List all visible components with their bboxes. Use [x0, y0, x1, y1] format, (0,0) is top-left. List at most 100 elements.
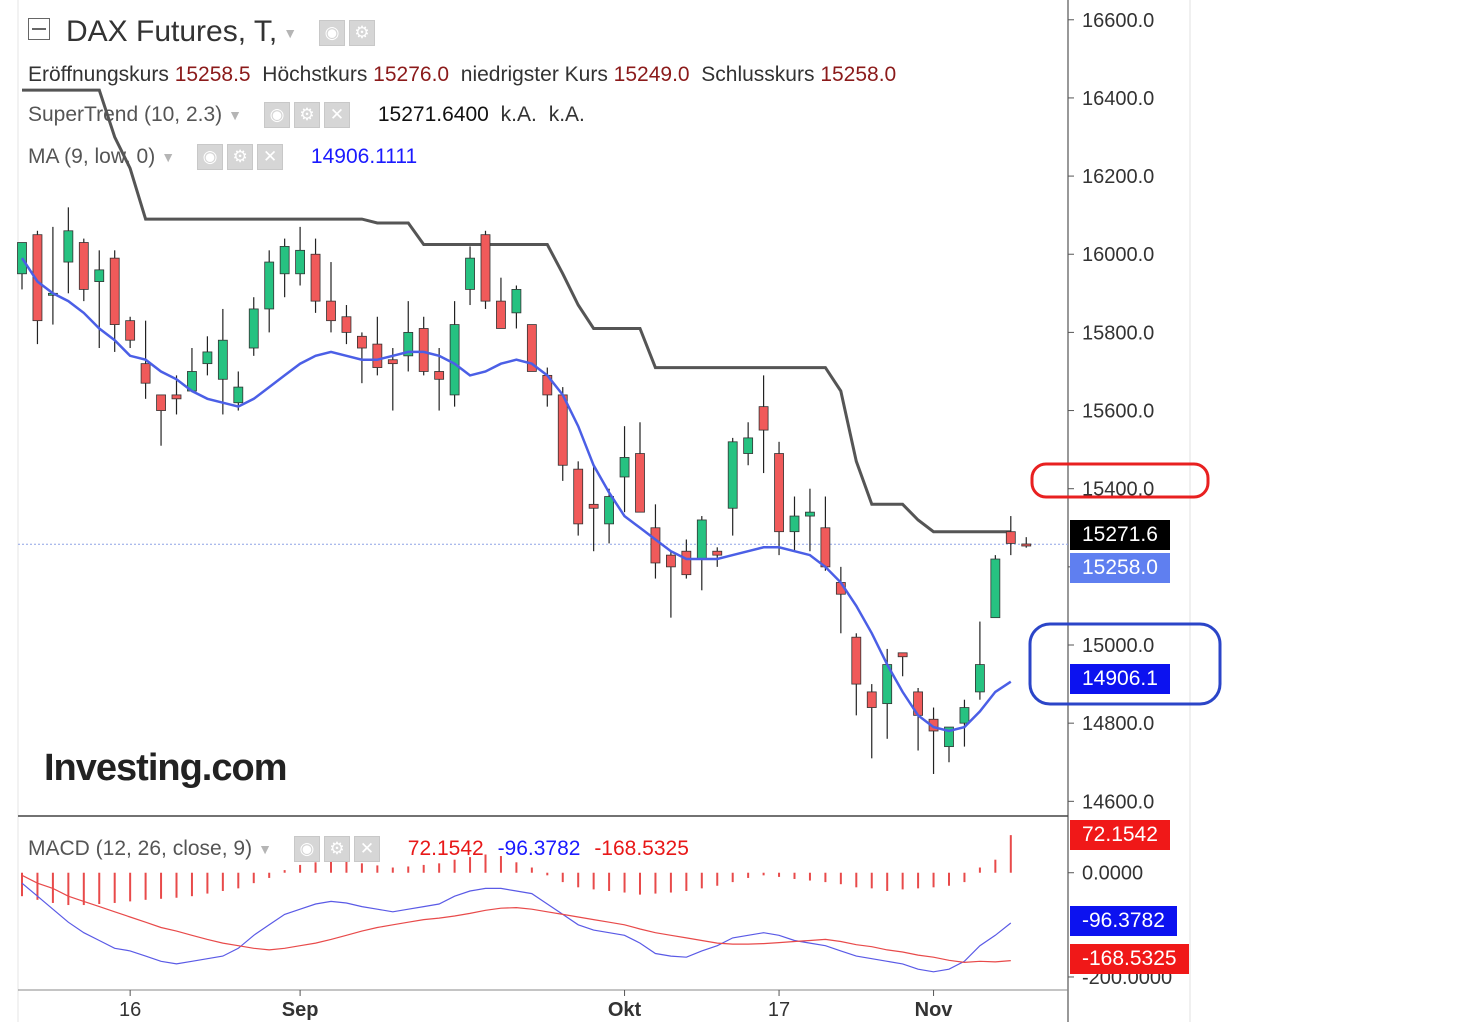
candle-body	[94, 269, 105, 282]
close-value: 15258.0	[820, 63, 897, 86]
candle	[217, 308, 228, 415]
candle	[496, 277, 506, 329]
gear-icon[interactable]: ⚙	[227, 144, 254, 171]
candle	[1005, 516, 1016, 556]
close-icon[interactable]: ✕	[353, 836, 380, 863]
candle-body	[295, 249, 306, 275]
candle	[774, 441, 784, 556]
candle-body	[666, 554, 676, 568]
gear-icon[interactable]: ⚙	[323, 836, 350, 863]
candle	[666, 551, 676, 618]
candle	[820, 496, 831, 571]
candle	[511, 285, 522, 329]
gear-icon[interactable]: ⚙	[349, 20, 376, 47]
supertrend-extra-1: k.A.	[500, 103, 537, 126]
eye-icon[interactable]: ◉	[293, 836, 320, 863]
candle-body	[63, 230, 74, 263]
x-tick-label: 16	[119, 999, 141, 1021]
supertrend-value: 15271.6400	[377, 103, 489, 126]
candle-body	[32, 234, 43, 322]
macd-hist-value: 72.1542	[407, 837, 484, 860]
macd-hist-tag: 72.1542	[1070, 820, 1170, 850]
eye-icon[interactable]: ◉	[197, 144, 224, 171]
low-value: 15249.0	[613, 63, 690, 86]
gear-icon[interactable]: ⚙	[294, 102, 321, 129]
candle-body	[279, 246, 290, 275]
candle	[851, 633, 862, 716]
candle-body	[326, 300, 336, 322]
candle	[264, 250, 275, 333]
candle-body	[1021, 543, 1032, 547]
collapse-icon[interactable]	[28, 18, 50, 40]
candle-body	[990, 558, 1001, 619]
candle	[650, 504, 661, 579]
supertrend-legend: SuperTrend (10, 2.3) ▼ ◉ ⚙ ✕ 15271.6400 k.A.…	[28, 102, 585, 129]
close-icon[interactable]: ✕	[257, 144, 284, 171]
candle	[341, 305, 352, 345]
candle-body	[434, 371, 445, 380]
candle-body	[944, 726, 954, 748]
candle	[959, 699, 970, 747]
candle	[805, 488, 815, 552]
candle	[78, 238, 89, 302]
supertrend-extra-2: k.A.	[548, 103, 585, 126]
x-tick-label: Okt	[608, 999, 642, 1021]
price-pane	[17, 88, 1068, 774]
candle-body	[897, 652, 908, 658]
candle-body	[217, 339, 228, 380]
candle	[1021, 537, 1032, 548]
chevron-down-icon[interactable]: ▼	[258, 841, 272, 858]
candle	[156, 394, 166, 446]
last-price-tag: 15258.0	[1070, 553, 1170, 583]
chevron-down-icon[interactable]: ▼	[228, 107, 243, 124]
supertrend-label: SuperTrend (10, 2.3)	[28, 103, 223, 126]
candle	[975, 621, 985, 700]
candle-body	[418, 328, 429, 372]
x-tick-label: Nov	[915, 999, 954, 1021]
candle	[835, 566, 846, 634]
chevron-down-icon[interactable]: ▼	[283, 25, 298, 42]
supertrend-price-tag: 15271.6	[1070, 520, 1170, 550]
eye-icon[interactable]: ◉	[264, 102, 291, 129]
candle-body	[233, 386, 244, 404]
candle	[928, 707, 939, 774]
low-label: niedrigster Kurs	[460, 63, 608, 86]
candle-body	[975, 664, 985, 693]
candle	[17, 242, 27, 290]
ma-price-tag: 14906.1	[1070, 664, 1170, 694]
candle-body	[480, 234, 491, 302]
ma-line	[20, 257, 1012, 733]
x-tick-label: Sep	[282, 999, 319, 1021]
candle-body	[743, 437, 754, 454]
macd-legend: MACD (12, 26, close, 9) ▼ ◉ ⚙ ✕ 72.1542 -96.…	[28, 836, 689, 863]
y-tick-label: 15600.0	[1082, 401, 1154, 423]
candle	[48, 226, 58, 325]
candle-body	[341, 316, 352, 333]
candle	[449, 301, 460, 407]
candle	[109, 250, 120, 352]
y-tick-label: 15000.0	[1082, 635, 1154, 657]
y-tick-label: 15400.0	[1082, 479, 1154, 501]
candle	[187, 348, 197, 392]
chevron-down-icon[interactable]: ▼	[161, 149, 176, 166]
macd-y-tick-label: 0.0000	[1082, 863, 1143, 885]
candle-body	[1005, 531, 1016, 544]
candle	[758, 375, 769, 474]
candle	[202, 336, 213, 376]
candle-body	[310, 253, 321, 302]
candle-body	[635, 453, 645, 513]
candle-body	[496, 300, 506, 329]
candle-body	[851, 636, 862, 685]
candle-body	[805, 511, 815, 517]
open-value: 15258.5	[174, 63, 251, 86]
eye-icon[interactable]: ◉	[319, 20, 346, 47]
candle	[727, 437, 738, 536]
y-tick-label: 16400.0	[1082, 88, 1154, 110]
candle-body	[449, 324, 460, 396]
candle	[789, 496, 800, 552]
candle-body	[156, 394, 166, 411]
candle-body	[526, 324, 537, 372]
close-icon[interactable]: ✕	[324, 102, 351, 129]
candle	[696, 516, 707, 591]
